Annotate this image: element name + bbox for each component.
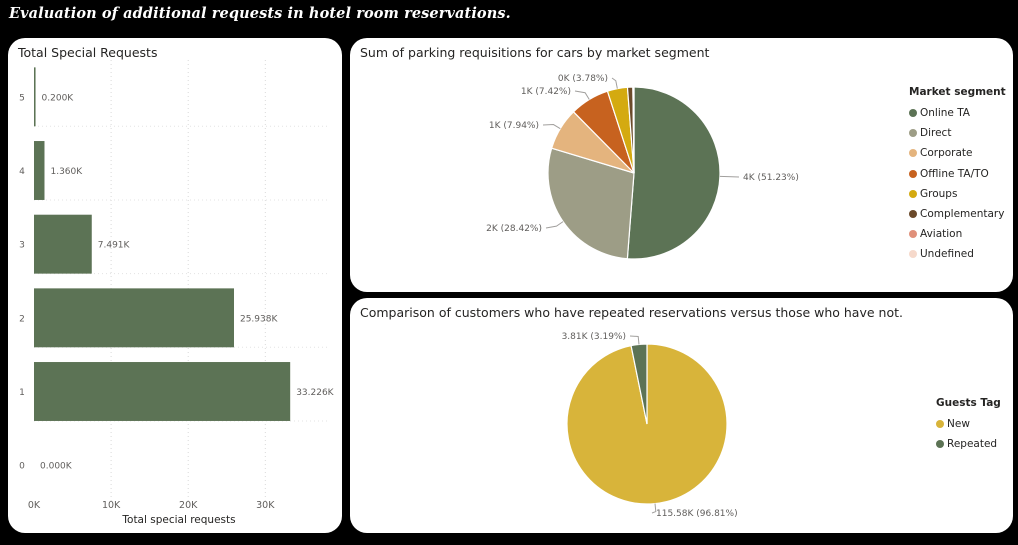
legend-marker [909, 109, 917, 118]
legend-item[interactable]: Undefined [909, 244, 1006, 264]
leader-line [651, 503, 657, 514]
leader-line [629, 335, 640, 345]
data-label: 25.938K [240, 314, 278, 324]
legend-title: Guests Tag [936, 397, 1001, 409]
data-label: 0.200K [42, 93, 75, 103]
legend-marker [909, 210, 917, 219]
data-label: 7.491K [98, 241, 131, 251]
repeat-guests-pie-chart: 115.58K (96.81%) 3.81K (3.19%) [562, 332, 738, 519]
bar [34, 288, 234, 348]
parking-pie-chart: 4K (51.23%) 2K (28.42%) 1K (7.94%) 1K (7.42… [486, 74, 799, 260]
legend-item[interactable]: Corporate [909, 143, 1006, 163]
leader-line [574, 90, 590, 100]
x-tick-label: 30K [256, 500, 275, 511]
data-label: 0.000K [40, 462, 73, 472]
legend-label: Complementary [920, 208, 1005, 221]
leader-line [611, 77, 618, 89]
dashboard-title: Evaluation of additional requests in hot… [9, 5, 511, 22]
y-tick-label: 1 [19, 388, 25, 398]
leader-line [542, 124, 561, 130]
legend-label: Aviation [920, 228, 963, 241]
leader-line [719, 175, 740, 178]
legend-label: Corporate [920, 147, 973, 160]
y-tick-label: 5 [19, 93, 25, 103]
legend-marker [909, 129, 917, 138]
pie-slice [547, 147, 635, 260]
repeat-guests-pie-card: Comparison of customers who have repeate… [350, 298, 1013, 533]
parking-pie-title: Sum of parking requisitions for cars by … [360, 45, 710, 60]
legend-label: Offline TA/TO [920, 167, 989, 180]
data-label: 0K (3.78%) [558, 74, 608, 84]
legend-item[interactable]: Online TA [909, 103, 1006, 123]
bar-chart: 5 0.200K 4 1.360K 3 7.491K 2 25.938K 1 33.226K 0 0.… [19, 60, 335, 526]
legend-marker [936, 420, 944, 429]
parking-pie-card: Sum of parking requisitions for cars by … [350, 38, 1013, 292]
data-label: 4K (51.23%) [743, 173, 799, 183]
y-tick-label: 4 [19, 167, 25, 177]
legend-item[interactable]: Repeated [936, 434, 1001, 454]
data-label: 1K (7.94%) [489, 121, 539, 131]
y-tick-label: 0 [19, 462, 25, 472]
legend-label: Online TA [920, 107, 970, 120]
legend-marker [909, 149, 917, 158]
data-label: 1K (7.42%) [521, 87, 571, 97]
bar [34, 141, 45, 200]
legend-marker [909, 169, 917, 178]
guests-tag-legend: Guests Tag New Repeated [936, 397, 1001, 454]
x-tick-label: 10K [102, 500, 121, 511]
legend-item[interactable]: Offline TA/TO [909, 164, 1006, 184]
legend-marker [909, 250, 917, 259]
y-tick-label: 3 [19, 241, 25, 251]
bar [34, 362, 291, 421]
legend-marker [909, 189, 917, 198]
bar [34, 67, 36, 127]
bar-chart-title: Total Special Requests [18, 45, 158, 60]
legend-label: Direct [920, 127, 952, 140]
data-label: 33.226K [296, 388, 334, 398]
pie-slice [626, 86, 721, 260]
data-label: 2K (28.42%) [486, 224, 542, 234]
x-tick-label: 0K [28, 500, 41, 511]
data-label: 3.81K (3.19%) [562, 332, 626, 342]
legend-label: Groups [920, 187, 958, 200]
leader-line [545, 221, 564, 229]
legend-title: Market segment [909, 86, 1006, 98]
legend-item[interactable]: Aviation [909, 224, 1006, 244]
legend-item[interactable]: Direct [909, 123, 1006, 143]
legend-label: Undefined [920, 248, 974, 261]
legend-item[interactable]: New [936, 414, 1001, 434]
legend-label: New [947, 418, 970, 431]
bar-chart-card: Total Special Requests 5 0.200K 4 1.360K 3 7.… [8, 38, 342, 533]
legend-item[interactable]: Groups [909, 184, 1006, 204]
legend-marker [909, 230, 917, 239]
y-tick-label: 2 [19, 314, 25, 324]
legend-item[interactable]: Complementary [909, 204, 1006, 224]
legend-marker [936, 440, 944, 449]
x-axis-label: Total special requests [121, 514, 235, 526]
data-label: 115.58K (96.81%) [656, 509, 738, 519]
data-label: 1.360K [50, 167, 83, 177]
bar [34, 214, 92, 274]
market-segment-legend: Market segment Online TA Direct Corporate O… [909, 86, 1006, 265]
repeat-guests-pie-title: Comparison of customers who have repeate… [360, 305, 903, 320]
legend-label: Repeated [947, 438, 998, 451]
x-tick-label: 20K [179, 500, 198, 511]
